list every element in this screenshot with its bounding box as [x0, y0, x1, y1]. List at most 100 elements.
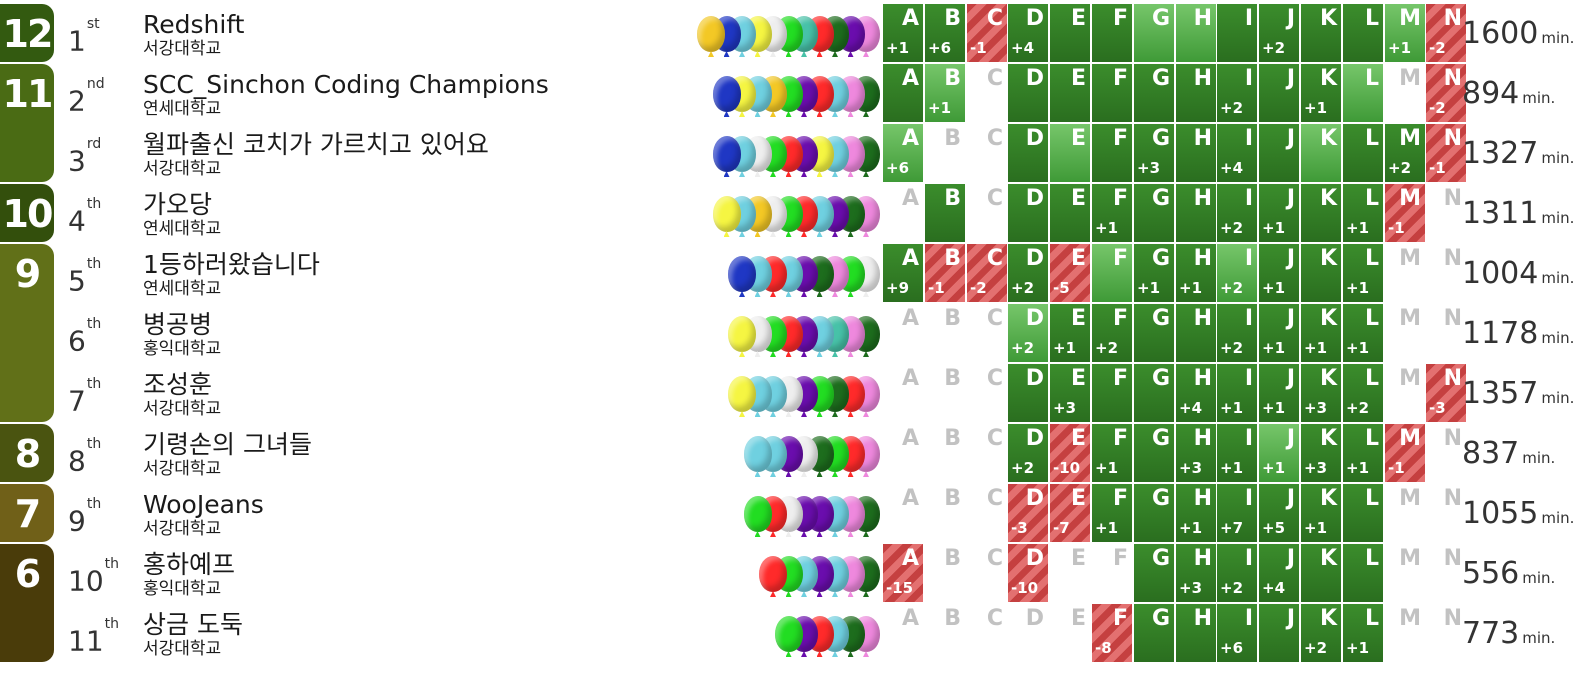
team-name[interactable]: 가오당	[143, 190, 213, 219]
team-name[interactable]: 1등하러왔습니다	[143, 250, 320, 279]
problem-cell-m[interactable]: M	[1385, 304, 1425, 362]
problem-cell-l[interactable]: L	[1343, 544, 1383, 602]
problem-cell-e[interactable]: E -7	[1050, 484, 1090, 542]
problem-cell-n[interactable]: N -3	[1426, 364, 1466, 422]
team-name[interactable]: 상금 도둑	[143, 610, 243, 639]
problem-cell-j[interactable]: J +2	[1259, 4, 1299, 62]
problem-cell-l[interactable]: L +1	[1343, 424, 1383, 482]
problem-cell-k[interactable]: K	[1301, 124, 1341, 182]
problem-cell-c[interactable]: C -1	[967, 4, 1007, 62]
problem-cell-a[interactable]: A	[883, 304, 923, 362]
problem-cell-j[interactable]: J	[1259, 64, 1299, 122]
problem-cell-l[interactable]: L +1	[1343, 304, 1383, 362]
problem-cell-g[interactable]: G	[1134, 544, 1174, 602]
problem-cell-l[interactable]: L	[1343, 484, 1383, 542]
problem-cell-k[interactable]: K +1	[1301, 304, 1341, 362]
problem-cell-f[interactable]: F +1	[1092, 184, 1132, 242]
problem-cell-h[interactable]: H	[1176, 184, 1216, 242]
problem-cell-k[interactable]: K +1	[1301, 64, 1341, 122]
problem-cell-b[interactable]: B -1	[925, 244, 965, 302]
problem-cell-g[interactable]: G +3	[1134, 124, 1174, 182]
problem-cell-e[interactable]: E +3	[1050, 364, 1090, 422]
problem-cell-l[interactable]: L +1	[1343, 244, 1383, 302]
problem-cell-f[interactable]: F +1	[1092, 484, 1132, 542]
problem-cell-c[interactable]: C	[967, 544, 1007, 602]
problem-cell-j[interactable]: J +1	[1259, 244, 1299, 302]
problem-cell-l[interactable]: L +2	[1343, 364, 1383, 422]
problem-cell-h[interactable]: H	[1176, 604, 1216, 662]
problem-cell-n[interactable]: N -1	[1426, 124, 1466, 182]
problem-cell-e[interactable]: E	[1050, 64, 1090, 122]
problem-cell-e[interactable]: E	[1050, 184, 1090, 242]
problem-cell-b[interactable]: B	[925, 424, 965, 482]
problem-cell-h[interactable]: H +3	[1176, 544, 1216, 602]
problem-cell-m[interactable]: M -1	[1385, 424, 1425, 482]
problem-cell-c[interactable]: C	[967, 604, 1007, 662]
problem-cell-i[interactable]: I +2	[1217, 304, 1257, 362]
problem-cell-l[interactable]: L	[1343, 124, 1383, 182]
problem-cell-m[interactable]: M	[1385, 364, 1425, 422]
problem-cell-i[interactable]: I +2	[1217, 544, 1257, 602]
problem-cell-l[interactable]: L +1	[1343, 604, 1383, 662]
problem-cell-m[interactable]: M	[1385, 604, 1425, 662]
problem-cell-f[interactable]: F +2	[1092, 304, 1132, 362]
problem-cell-b[interactable]: B	[925, 484, 965, 542]
problem-cell-b[interactable]: B	[925, 364, 965, 422]
problem-cell-a[interactable]: A	[883, 184, 923, 242]
problem-cell-d[interactable]: D	[1008, 364, 1048, 422]
problem-cell-a[interactable]: A +6	[883, 124, 923, 182]
problem-cell-m[interactable]: M	[1385, 484, 1425, 542]
problem-cell-b[interactable]: B +6	[925, 4, 965, 62]
problem-cell-d[interactable]: D -3	[1008, 484, 1048, 542]
problem-cell-i[interactable]: I +2	[1217, 244, 1257, 302]
problem-cell-e[interactable]: E	[1050, 124, 1090, 182]
problem-cell-k[interactable]: K +1	[1301, 484, 1341, 542]
problem-cell-h[interactable]: H	[1176, 64, 1216, 122]
problem-cell-k[interactable]: K +2	[1301, 604, 1341, 662]
problem-cell-f[interactable]: F -8	[1092, 604, 1132, 662]
problem-cell-a[interactable]: A	[883, 484, 923, 542]
problem-cell-a[interactable]: A +9	[883, 244, 923, 302]
problem-cell-j[interactable]: J	[1259, 124, 1299, 182]
team-name[interactable]: Redshift	[143, 10, 245, 39]
problem-cell-l[interactable]: L	[1343, 64, 1383, 122]
problem-cell-f[interactable]: F	[1092, 544, 1132, 602]
problem-cell-i[interactable]: I +7	[1217, 484, 1257, 542]
problem-cell-k[interactable]: K	[1301, 244, 1341, 302]
problem-cell-c[interactable]: C	[967, 124, 1007, 182]
problem-cell-a[interactable]: A +1	[883, 4, 923, 62]
problem-cell-b[interactable]: B +1	[925, 64, 965, 122]
problem-cell-h[interactable]: H	[1176, 304, 1216, 362]
problem-cell-m[interactable]: M +1	[1385, 4, 1425, 62]
problem-cell-g[interactable]: G	[1134, 64, 1174, 122]
problem-cell-c[interactable]: C	[967, 304, 1007, 362]
problem-cell-i[interactable]: I +4	[1217, 124, 1257, 182]
problem-cell-g[interactable]: G	[1134, 424, 1174, 482]
problem-cell-a[interactable]: A	[883, 64, 923, 122]
problem-cell-h[interactable]: H +3	[1176, 424, 1216, 482]
problem-cell-h[interactable]: H +4	[1176, 364, 1216, 422]
problem-cell-d[interactable]: D -10	[1008, 544, 1048, 602]
problem-cell-i[interactable]: I +2	[1217, 184, 1257, 242]
problem-cell-f[interactable]: F	[1092, 244, 1132, 302]
problem-cell-m[interactable]: M	[1385, 544, 1425, 602]
problem-cell-j[interactable]: J +4	[1259, 544, 1299, 602]
problem-cell-d[interactable]: D	[1008, 184, 1048, 242]
problem-cell-h[interactable]: H +1	[1176, 244, 1216, 302]
problem-cell-d[interactable]: D	[1008, 124, 1048, 182]
team-name[interactable]: 병공병	[143, 310, 213, 339]
problem-cell-m[interactable]: M	[1385, 244, 1425, 302]
problem-cell-a[interactable]: A -15	[883, 544, 923, 602]
problem-cell-g[interactable]: G	[1134, 184, 1174, 242]
problem-cell-k[interactable]: K	[1301, 184, 1341, 242]
team-name[interactable]: WooJeans	[143, 490, 264, 519]
problem-cell-c[interactable]: C	[967, 424, 1007, 482]
problem-cell-c[interactable]: C	[967, 64, 1007, 122]
problem-cell-h[interactable]: H	[1176, 124, 1216, 182]
problem-cell-n[interactable]: N	[1426, 304, 1466, 362]
problem-cell-n[interactable]: N	[1426, 244, 1466, 302]
problem-cell-f[interactable]: F	[1092, 4, 1132, 62]
problem-cell-g[interactable]: G	[1134, 304, 1174, 362]
problem-cell-j[interactable]: J +1	[1259, 364, 1299, 422]
problem-cell-e[interactable]: E -10	[1050, 424, 1090, 482]
